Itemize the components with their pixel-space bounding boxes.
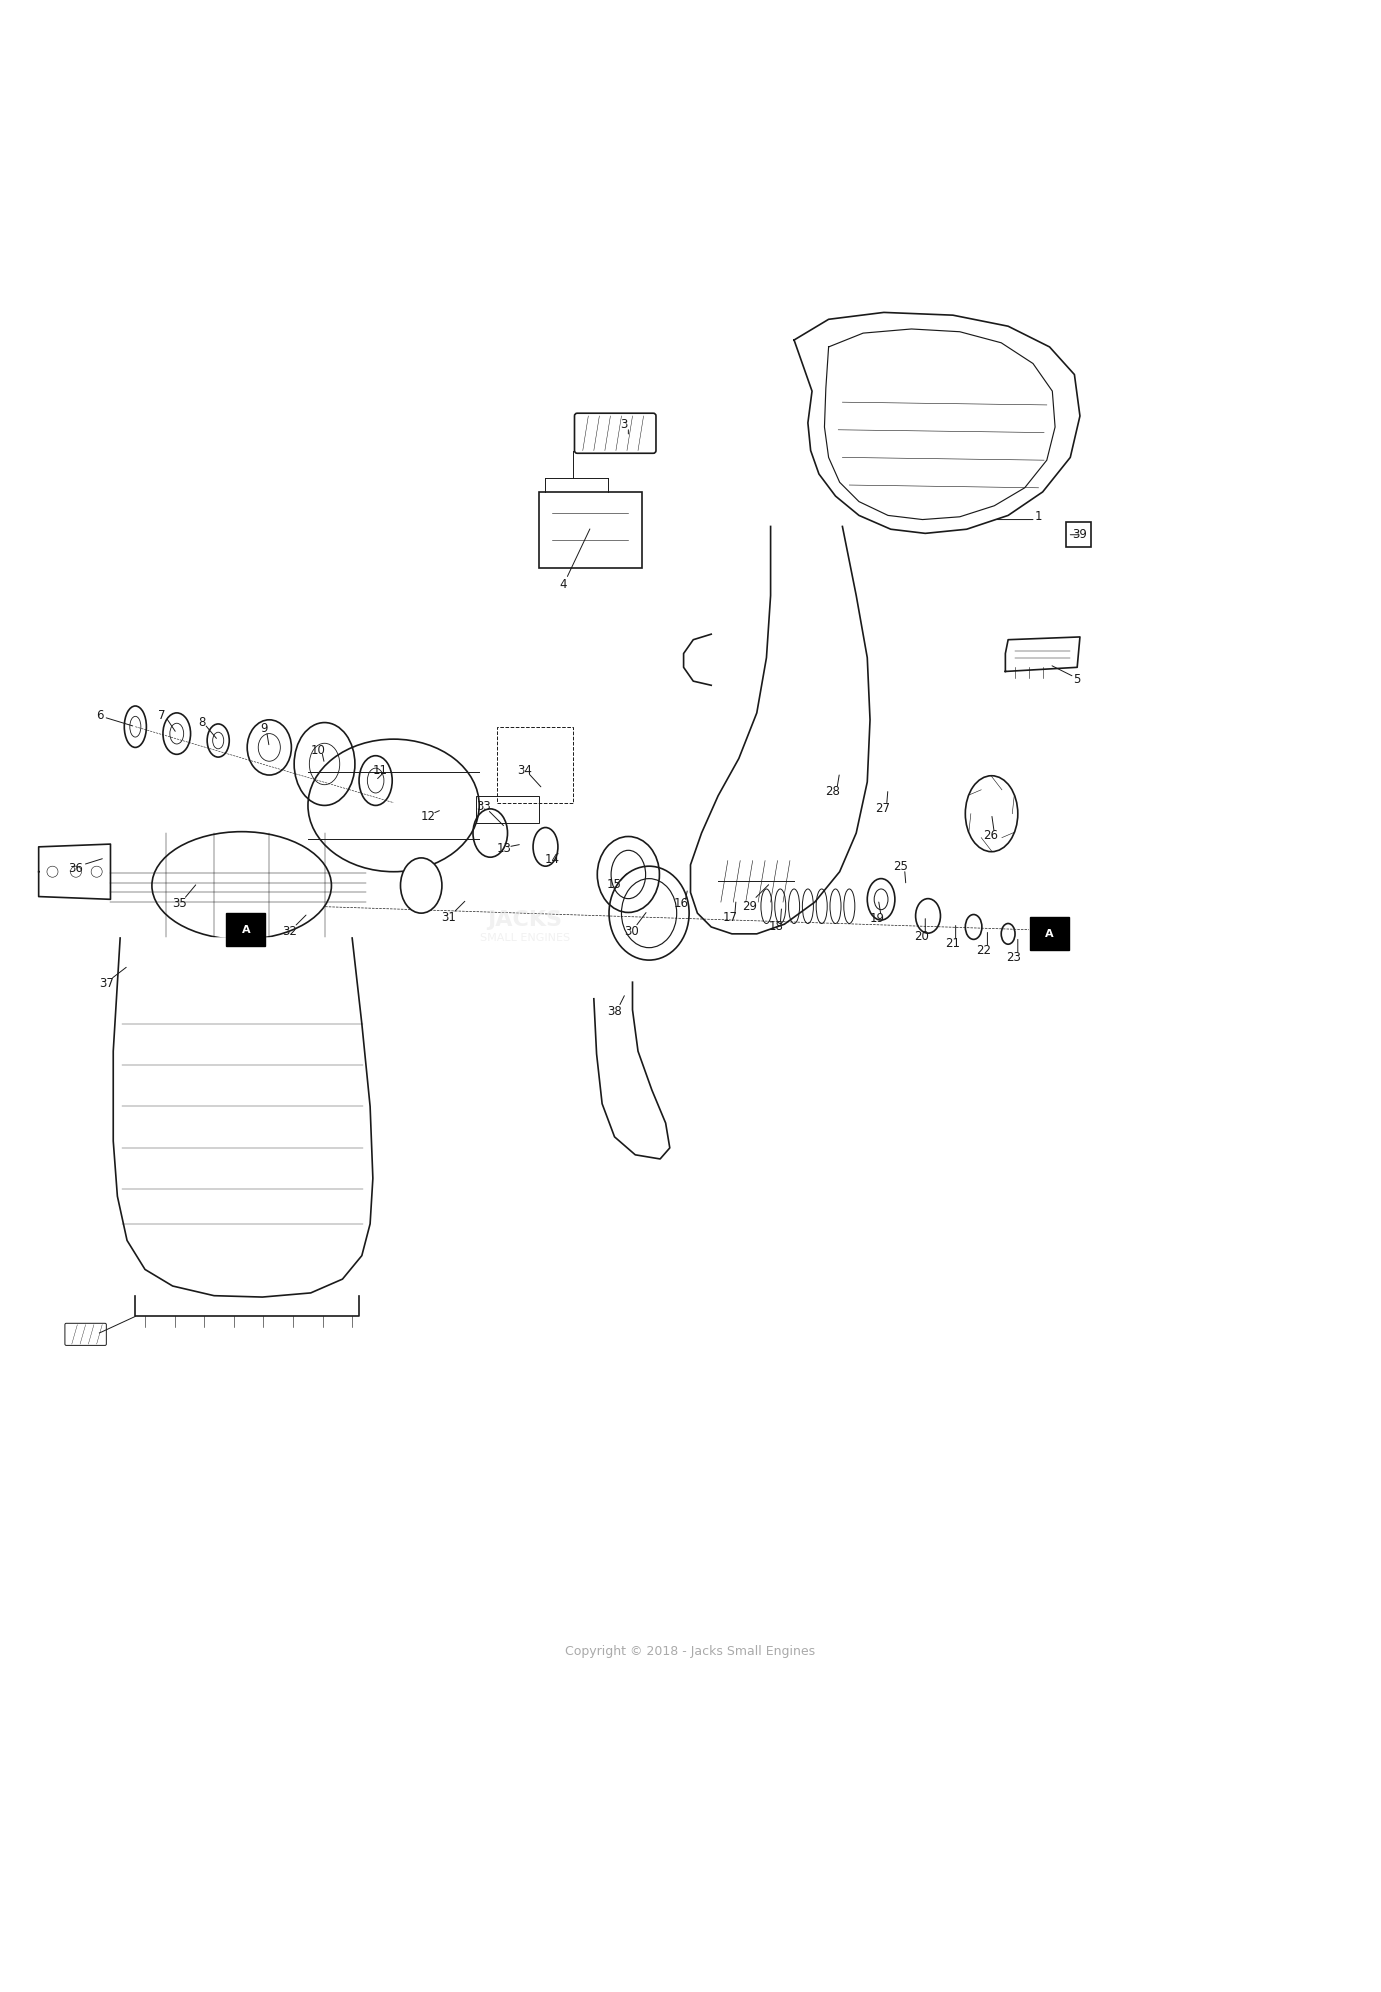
Polygon shape: [113, 938, 373, 1297]
Text: 13: 13: [497, 843, 511, 855]
FancyBboxPatch shape: [1030, 916, 1069, 950]
Text: 20: 20: [914, 930, 928, 942]
Text: 39: 39: [1073, 528, 1087, 542]
Text: JACKS: JACKS: [487, 910, 562, 930]
Text: 28: 28: [826, 785, 840, 799]
Bar: [497, 727, 573, 803]
Text: 16: 16: [674, 896, 688, 910]
Bar: [539, 492, 642, 568]
Ellipse shape: [152, 833, 331, 940]
Text: 1: 1: [1034, 510, 1043, 524]
Text: 27: 27: [876, 801, 889, 815]
Text: SMALL ENGINES: SMALL ENGINES: [479, 932, 570, 942]
Text: 11: 11: [373, 765, 387, 777]
Text: 17: 17: [724, 910, 737, 924]
Text: 33: 33: [476, 801, 490, 813]
Text: 25: 25: [894, 861, 907, 872]
Text: A: A: [242, 924, 250, 934]
Text: 14: 14: [545, 853, 559, 867]
Text: 37: 37: [99, 976, 113, 990]
Text: 21: 21: [946, 936, 960, 950]
Text: 26: 26: [983, 829, 997, 843]
Text: 9: 9: [260, 721, 268, 735]
Text: 32: 32: [283, 924, 297, 938]
Text: 12: 12: [421, 811, 435, 823]
Text: 5: 5: [1073, 673, 1081, 687]
Text: Copyright © 2018 - Jacks Small Engines: Copyright © 2018 - Jacks Small Engines: [565, 1645, 816, 1659]
Polygon shape: [594, 982, 670, 1159]
Text: 30: 30: [624, 924, 638, 938]
Bar: [476, 795, 539, 823]
Text: 38: 38: [608, 1004, 621, 1018]
Text: 35: 35: [173, 896, 186, 910]
Text: 18: 18: [769, 920, 783, 934]
Text: 19: 19: [870, 912, 884, 924]
Text: 36: 36: [69, 863, 83, 874]
Text: 7: 7: [157, 709, 166, 723]
Text: 34: 34: [518, 765, 532, 777]
FancyBboxPatch shape: [226, 912, 265, 946]
Text: 15: 15: [608, 878, 621, 890]
Polygon shape: [39, 845, 110, 898]
Text: 8: 8: [197, 715, 206, 729]
Text: 3: 3: [620, 418, 628, 430]
Text: 10: 10: [311, 743, 325, 757]
Bar: [1066, 522, 1091, 548]
Text: 23: 23: [1007, 950, 1021, 964]
Polygon shape: [794, 313, 1080, 534]
Text: 22: 22: [976, 944, 990, 956]
Text: A: A: [1045, 928, 1054, 938]
Ellipse shape: [400, 859, 442, 912]
Text: 29: 29: [743, 900, 757, 912]
Text: 6: 6: [95, 709, 104, 723]
Text: 4: 4: [559, 578, 568, 592]
Text: 31: 31: [442, 910, 456, 924]
